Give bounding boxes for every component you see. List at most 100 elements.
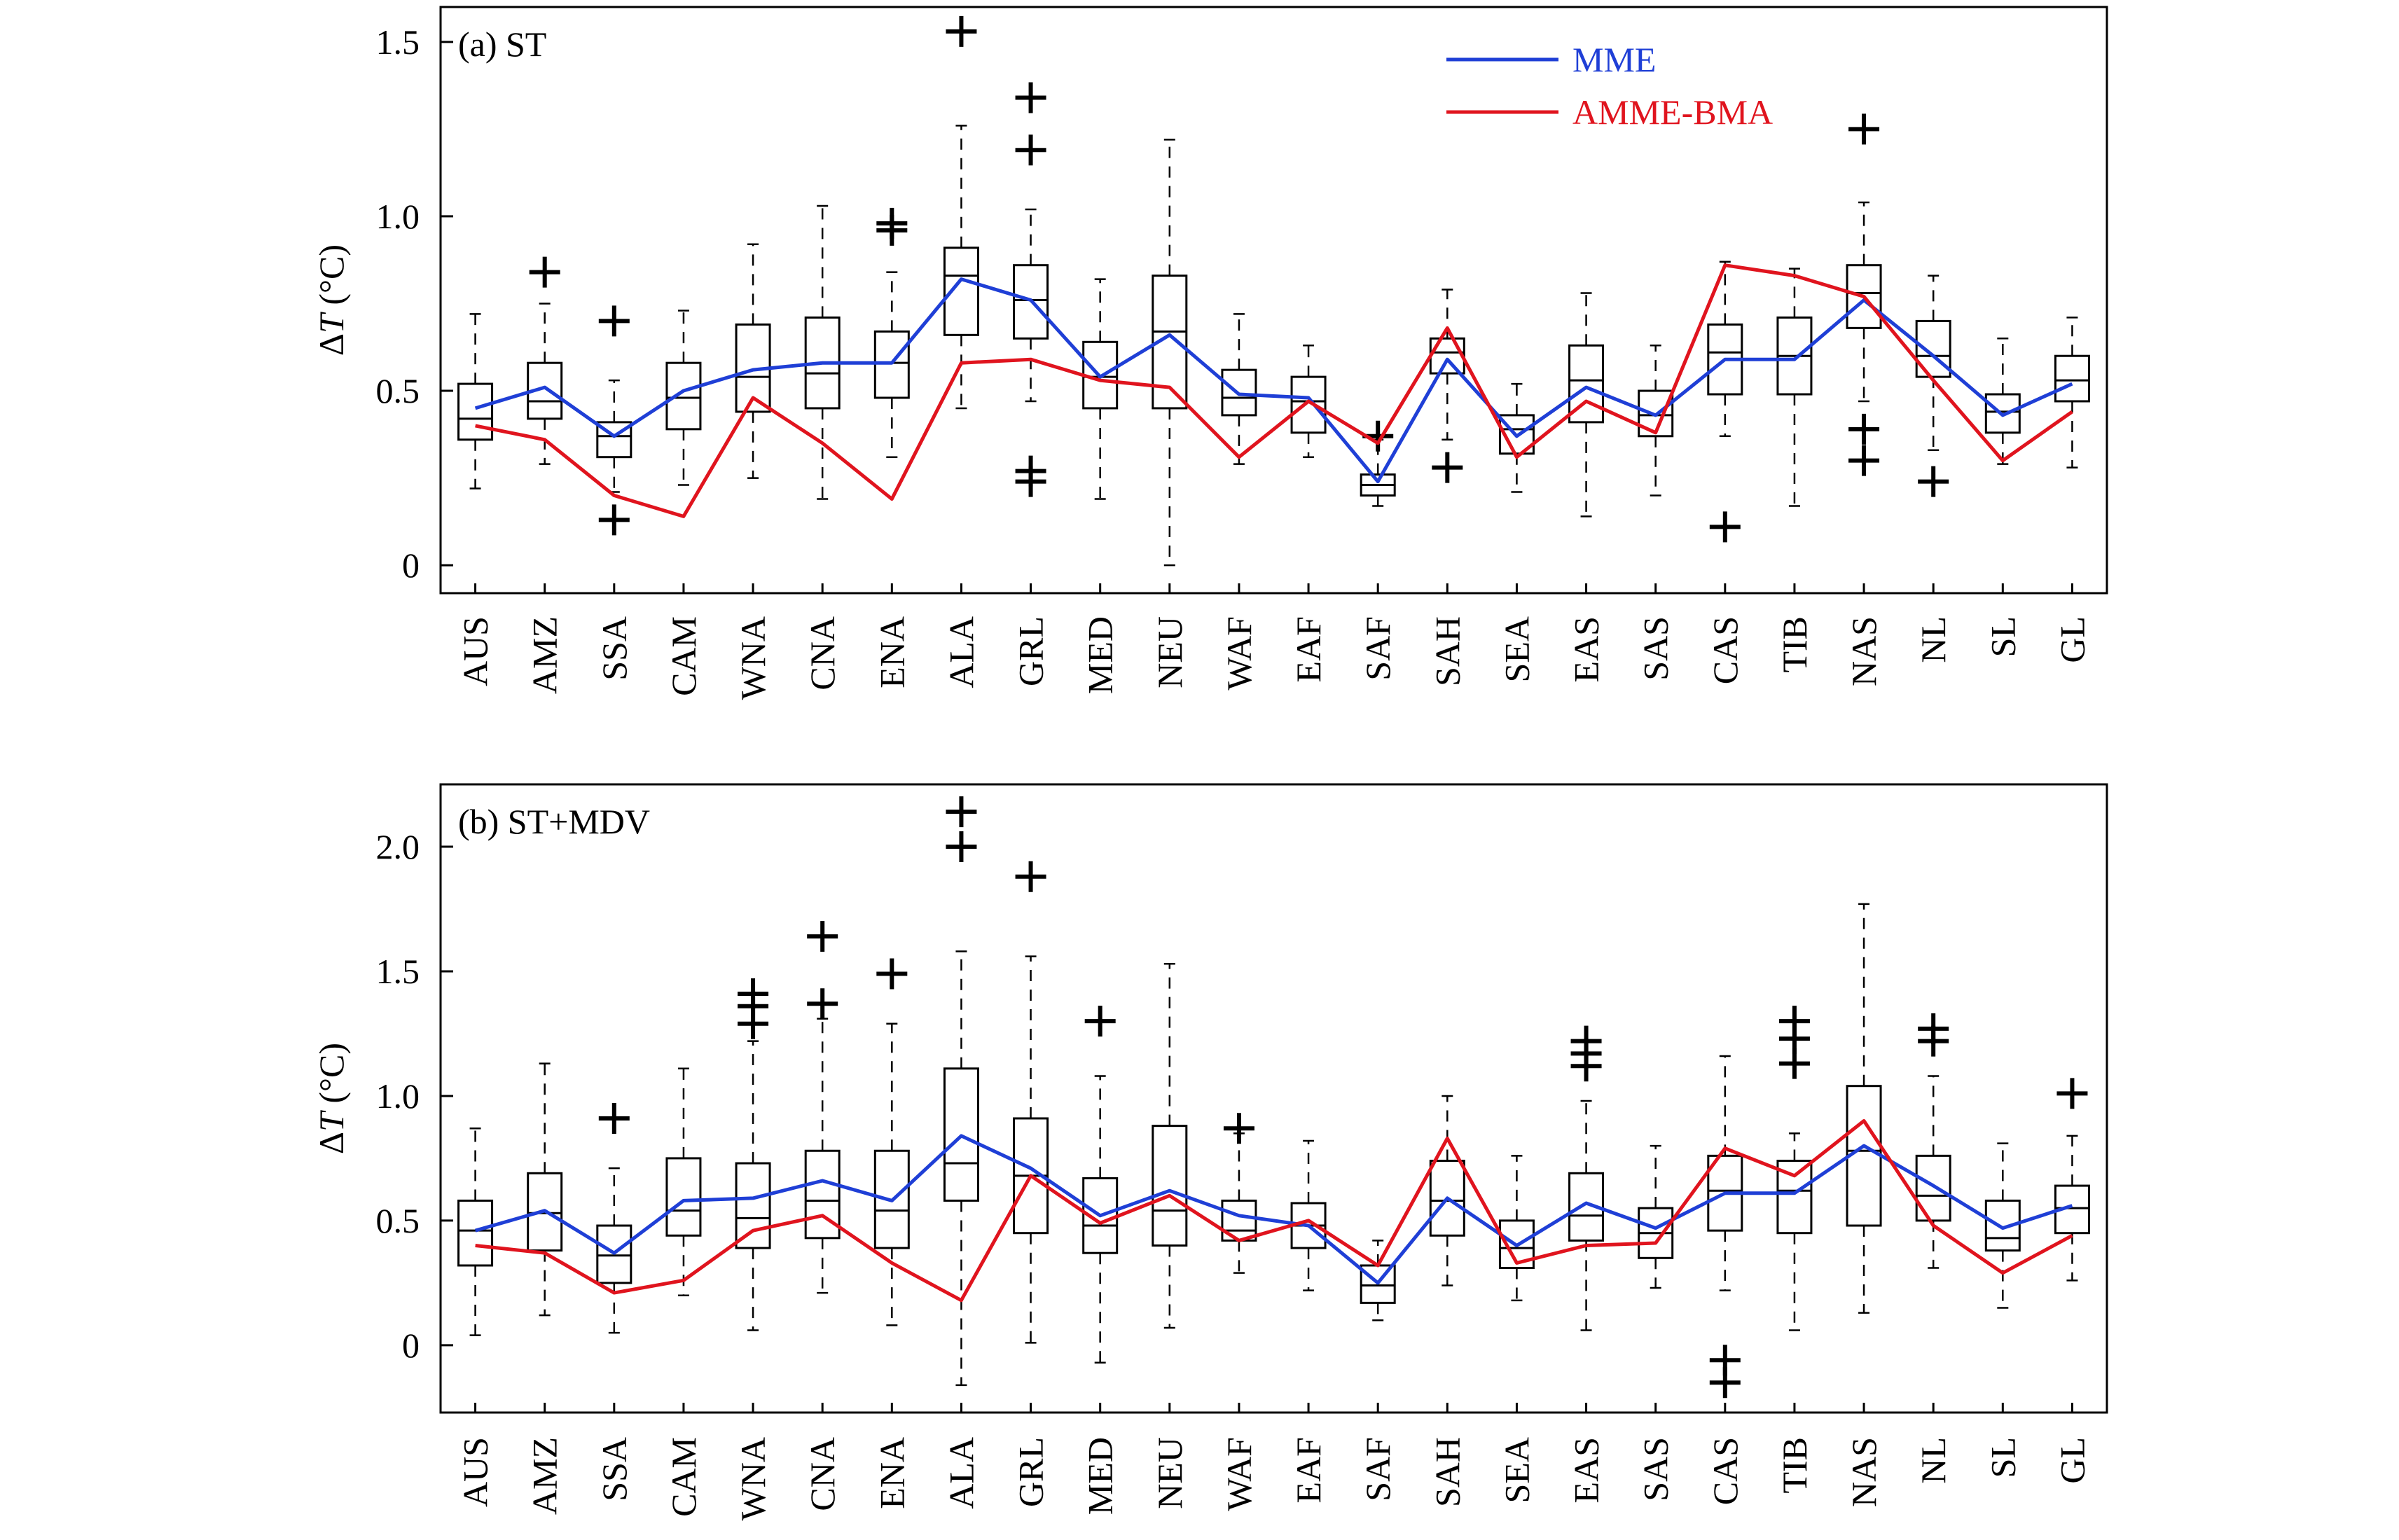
outlier-marker [598, 305, 630, 337]
legend-label-amme-bma: AMME-BMA [1572, 92, 1773, 132]
outlier-marker [1570, 1025, 1602, 1057]
box-waf [1221, 1113, 1257, 1274]
box-waf [1221, 313, 1257, 465]
iqr-box [457, 382, 494, 441]
box-eas [1568, 1025, 1605, 1331]
box-wna [735, 243, 771, 479]
category-label-med: MED [1081, 616, 1120, 694]
iqr-box [1429, 1159, 1465, 1237]
box-tib [1776, 1006, 1813, 1331]
iqr-box [1498, 1219, 1535, 1270]
category-label-nl: NL [1914, 1437, 1953, 1484]
category-label-sl: SL [1983, 616, 2022, 657]
iqr-box [1429, 337, 1465, 375]
category-label-cas: CAS [1706, 616, 1745, 684]
iqr-box [943, 247, 979, 336]
iqr-box [1915, 1154, 1951, 1222]
iqr-box [527, 1172, 563, 1252]
outlier-marker [1223, 1113, 1254, 1144]
y-tick-label: 0.5 [376, 1201, 420, 1240]
y-tick-label: 1.0 [376, 197, 420, 236]
series-line-amme-bma [475, 263, 2073, 518]
outlier-marker [1015, 82, 1046, 113]
iqr-box [1846, 264, 1882, 329]
category-label-tib: TIB [1775, 1437, 1814, 1494]
legend: MME AMME-BMA [1446, 40, 1773, 132]
box-nl [1915, 1013, 1951, 1269]
y-tick-label: 1.5 [376, 22, 420, 62]
category-label-amz: AMZ [525, 1437, 565, 1515]
panel-a-st: 0 0.5 1.0 1.5 ΔT (°C) (a) ST AUS AMZ SSA CAM WNA CN… [312, 6, 2108, 700]
box-sah [1429, 289, 1465, 483]
box-sah [1429, 1095, 1465, 1286]
outlier-marker [598, 504, 630, 536]
outlier-marker [1709, 511, 1741, 543]
outlier-marker [598, 1102, 630, 1134]
iqr-box [1152, 1125, 1188, 1247]
outlier-marker [1015, 134, 1046, 166]
category-label-grl: GRL [1011, 616, 1051, 686]
box-amz [527, 1062, 563, 1317]
outlier-marker [1848, 113, 1880, 145]
outlier-marker [1015, 861, 1046, 892]
box-ena [873, 207, 910, 458]
category-label-cna: CNA [803, 616, 842, 691]
iqr-box [1290, 375, 1327, 434]
panel-title: (a) ST [458, 25, 546, 64]
iqr-box [665, 1157, 702, 1237]
iqr-box [1013, 264, 1049, 340]
category-label-sl: SL [1983, 1437, 2022, 1478]
category-label-saf: SAF [1358, 1437, 1397, 1501]
iqr-box [1915, 319, 1951, 378]
box-sea [1498, 1155, 1535, 1302]
outlier-marker [807, 988, 838, 1020]
box-ala [943, 15, 979, 410]
iqr-box [943, 1067, 979, 1202]
box-amz [527, 256, 563, 465]
iqr-box [1568, 1172, 1605, 1242]
iqr-box [873, 1149, 910, 1249]
outlier-marker [1918, 466, 1949, 497]
iqr-box [1776, 1159, 1813, 1235]
box-sl [1984, 1142, 2021, 1309]
iqr-box [804, 1149, 841, 1240]
box-eaf [1290, 345, 1327, 458]
y-tick-label: 0.5 [376, 371, 420, 410]
category-label-nas: NAS [1844, 616, 1883, 686]
category-label-grl: GRL [1011, 1437, 1051, 1507]
outlier-marker [1084, 1006, 1116, 1037]
box-ena [873, 958, 910, 1326]
category-label-sah: SAH [1427, 616, 1467, 686]
outlier-marker [738, 978, 769, 1009]
box-med [1082, 1006, 1119, 1364]
box-grl [1013, 861, 1049, 1344]
iqr-box [1984, 1199, 2021, 1252]
iqr-box [596, 421, 632, 459]
category-label-saf: SAF [1358, 616, 1397, 681]
category-label-nl: NL [1914, 616, 1953, 663]
plot-frame [439, 6, 2108, 595]
panel-title: (b) ST+MDV [458, 802, 650, 841]
legend-label-mme: MME [1572, 40, 1656, 79]
box-nl [1915, 275, 1951, 497]
box-grl [1013, 82, 1049, 497]
outlier-marker [946, 15, 977, 47]
category-label-ena: ENA [872, 616, 911, 688]
box-neu [1152, 139, 1188, 567]
box-aus [457, 1127, 494, 1336]
outlier-marker [529, 256, 560, 288]
iqr-box [665, 361, 702, 431]
y-axis-label: ΔT (°C) [312, 1043, 351, 1154]
series-line-mme [474, 1134, 2073, 1285]
category-label-ssa: SSA [595, 1437, 634, 1501]
iqr-box [596, 1224, 632, 1284]
category-label-wna: WNA [733, 1437, 773, 1520]
y-tick-label: 0 [402, 1326, 420, 1365]
outlier-marker [1778, 1006, 1810, 1037]
box-eas [1568, 292, 1605, 518]
box-cna [804, 921, 841, 1294]
category-label-gl: GL [2052, 616, 2092, 663]
box-med [1082, 278, 1119, 500]
box-gl [2054, 1078, 2090, 1282]
box-cas [1707, 261, 1743, 543]
